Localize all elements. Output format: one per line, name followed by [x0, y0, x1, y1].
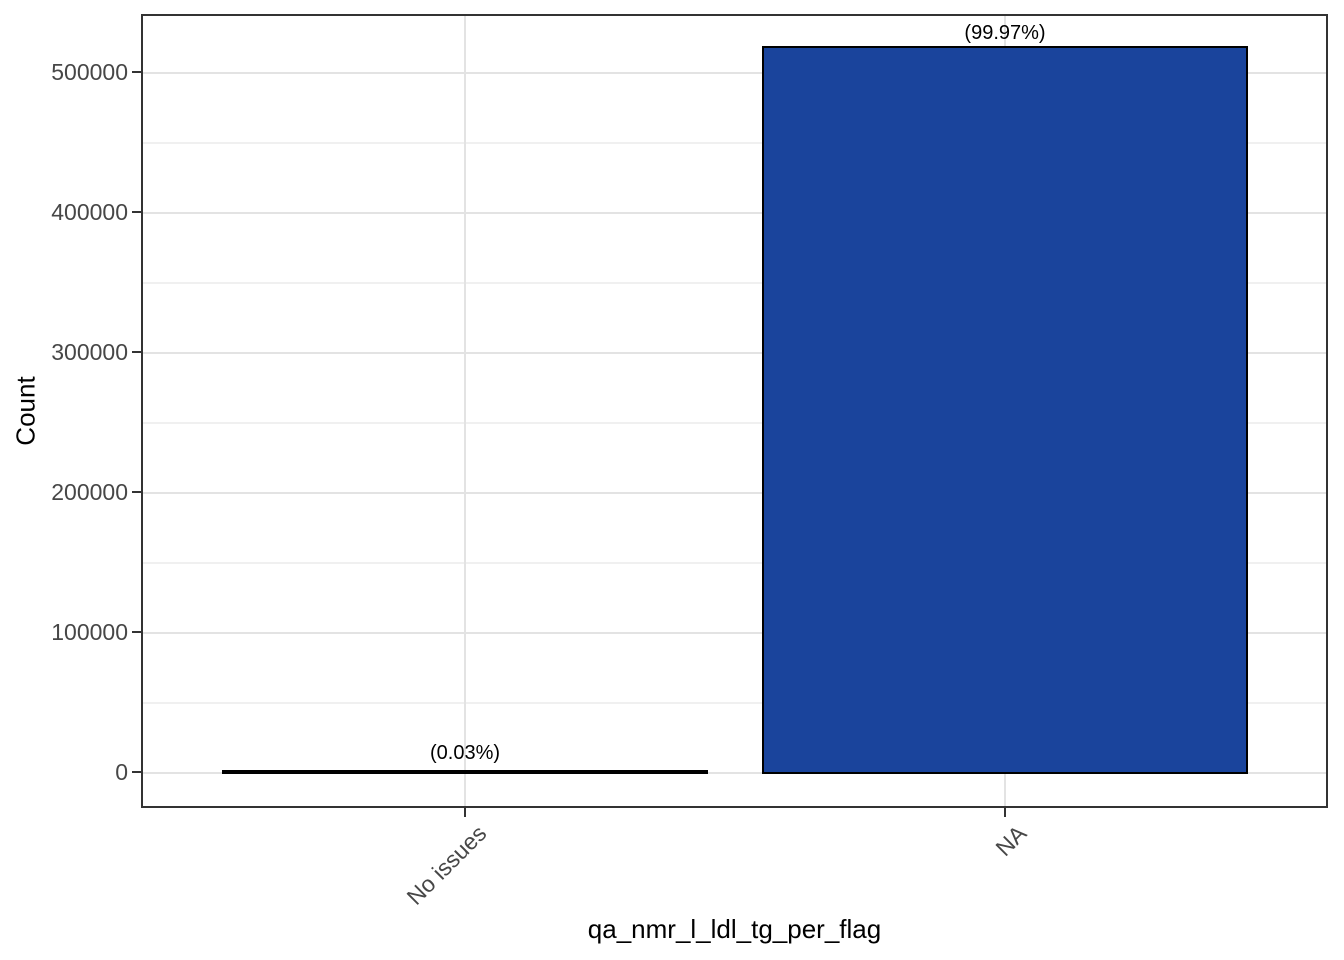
y-tick-label-300000: 300000 [51, 339, 128, 365]
x-category-label-na: NA [990, 820, 1032, 861]
y-tick-mark [132, 491, 141, 493]
gridline-major [143, 632, 1326, 634]
x-tick-mark [464, 808, 466, 817]
gridline-minor [143, 422, 1326, 424]
bar-label-no-issues: (0.03%) [429, 742, 501, 764]
gridline-major [143, 352, 1326, 354]
gridline-vertical [464, 16, 466, 806]
x-category-label-no-issues: No issues [401, 820, 492, 910]
y-axis-title: Count [10, 376, 41, 446]
y-tick-label-0: 0 [115, 759, 128, 785]
bar-no-issues [222, 769, 708, 774]
x-tick-mark [1004, 808, 1006, 817]
y-tick-label-500000: 500000 [51, 59, 128, 85]
gridline-major [143, 72, 1326, 74]
y-tick-mark [132, 351, 141, 353]
y-tick-mark [132, 631, 141, 633]
x-axis-title: qa_nmr_l_ldl_tg_per_flag [587, 914, 882, 944]
y-tick-label-400000: 400000 [51, 199, 128, 225]
y-tick-label-100000: 100000 [51, 619, 128, 645]
gridline-minor [143, 702, 1326, 704]
y-tick-label-200000: 200000 [51, 479, 128, 505]
gridline-minor [143, 562, 1326, 564]
gridline-minor [143, 142, 1326, 144]
gridline-minor [143, 282, 1326, 284]
bar-label-na: (99.97%) [964, 22, 1046, 44]
gridline-major [143, 492, 1326, 494]
plot-panel: (0.03%) (99.97%) [141, 14, 1328, 808]
bar-na [762, 46, 1248, 774]
y-tick-mark [132, 771, 141, 773]
y-tick-mark [132, 211, 141, 213]
y-tick-mark [132, 71, 141, 73]
gridline-major [143, 772, 1326, 774]
gridline-major [143, 212, 1326, 214]
